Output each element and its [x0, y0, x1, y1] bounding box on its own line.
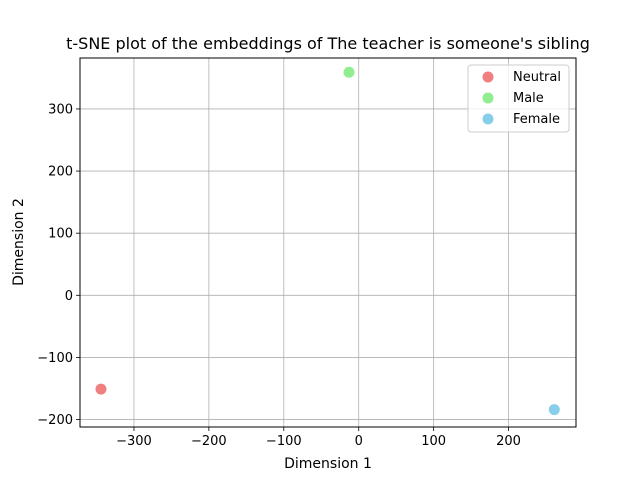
x-tick-label: −200: [191, 434, 227, 449]
x-tick-label: 100: [421, 434, 446, 449]
x-tick-label: 0: [355, 434, 363, 449]
y-axis-label: Dimension 2: [11, 198, 27, 286]
data-points: [95, 66, 560, 416]
grid: [80, 58, 576, 427]
x-axis-label: Dimension 1: [284, 456, 372, 472]
x-tick-label: −100: [266, 434, 302, 449]
legend-marker-male: [482, 92, 494, 104]
x-tick-label: −300: [116, 434, 152, 449]
y-tick-label: 100: [48, 227, 73, 242]
legend-marker-neutral: [482, 71, 494, 83]
legend-label-male: Male: [513, 91, 544, 106]
y-tick-label: −200: [37, 413, 73, 428]
y-tick-label: 200: [48, 165, 73, 180]
y-tick-label: 0: [65, 289, 73, 304]
legend: Neutral Male Female: [467, 64, 570, 133]
plot-area-frame: [79, 57, 577, 428]
chart-title: t-SNE plot of the embeddings of The teac…: [66, 34, 590, 53]
legend-entry-female: Female: [482, 112, 560, 127]
legend-entry-neutral: Neutral: [482, 70, 561, 85]
legend-box: [467, 64, 570, 133]
x-tick-label: 200: [496, 434, 521, 449]
y-tick-label: 300: [48, 102, 73, 117]
y-tick-label: −100: [37, 351, 73, 366]
data-point-male: [343, 66, 355, 78]
legend-marker-female: [482, 113, 494, 125]
data-point-female: [548, 404, 560, 416]
data-point-neutral: [95, 383, 107, 395]
legend-label-neutral: Neutral: [513, 70, 561, 85]
legend-label-female: Female: [513, 112, 560, 127]
legend-entry-male: Male: [482, 91, 544, 106]
axis-ticks: −300 −200 −100 0 100 200 −200 −100 0 100 200 300: [37, 102, 521, 449]
